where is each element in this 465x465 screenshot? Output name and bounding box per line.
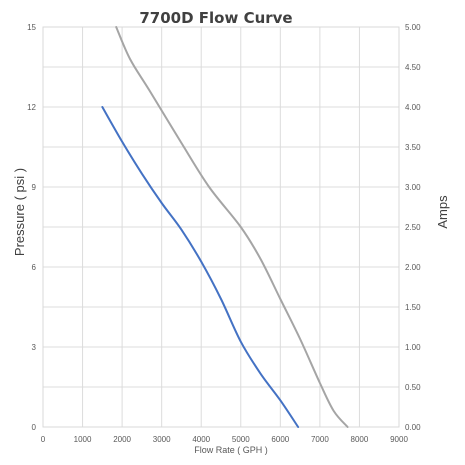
y2-tick-label: 3.50 xyxy=(405,143,421,152)
y-tick-label: 15 xyxy=(27,23,36,32)
x-tick-label: 7000 xyxy=(311,435,329,444)
y-axis-title: Pressure ( psi ) xyxy=(12,168,27,256)
y2-tick-label: 4.00 xyxy=(405,103,421,112)
x-tick-label: 6000 xyxy=(271,435,289,444)
y-tick-label: 12 xyxy=(27,103,36,112)
y2-tick-label: 2.50 xyxy=(405,223,421,232)
pressure-series-line xyxy=(101,106,300,428)
y2-tick-label: 1.00 xyxy=(405,343,421,352)
grid-lines xyxy=(42,26,400,428)
y2-tick-label: 2.00 xyxy=(405,263,421,272)
y2-tick-label: 5.00 xyxy=(405,23,421,32)
y2-tick-label: 1.50 xyxy=(405,303,421,312)
y2-tick-label: 3.00 xyxy=(405,183,421,192)
x-tick-label: 3000 xyxy=(153,435,171,444)
y-tick-label: 3 xyxy=(32,343,37,352)
y2-tick-label: 0.50 xyxy=(405,383,421,392)
x-tick-label: 0 xyxy=(41,435,46,444)
y-tick-label: 0 xyxy=(32,423,37,432)
y2-tick-label: 0.00 xyxy=(405,423,421,432)
y2-tick-label: 4.50 xyxy=(405,63,421,72)
series-lines xyxy=(101,26,349,428)
x-tick-label: 5000 xyxy=(232,435,250,444)
tick-labels: 0 1000 2000 3000 4000 5000 6000 7000 8000 9000 0.0… xyxy=(27,23,421,444)
chart-title: 7700D Flow Curve xyxy=(139,9,292,27)
x-tick-label: 9000 xyxy=(390,435,408,444)
y-tick-label: 9 xyxy=(32,183,37,192)
plot-area-frame xyxy=(42,26,400,428)
y-tick-label: 6 xyxy=(32,263,37,272)
x-tick-label: 4000 xyxy=(192,435,210,444)
x-tick-label: 1000 xyxy=(74,435,92,444)
y2-axis-title: Amps xyxy=(435,195,450,229)
amps-series-line xyxy=(115,26,349,428)
x-axis-title: Flow Rate ( GPH ) xyxy=(194,445,268,455)
x-tick-label: 2000 xyxy=(113,435,131,444)
x-tick-label: 8000 xyxy=(351,435,369,444)
